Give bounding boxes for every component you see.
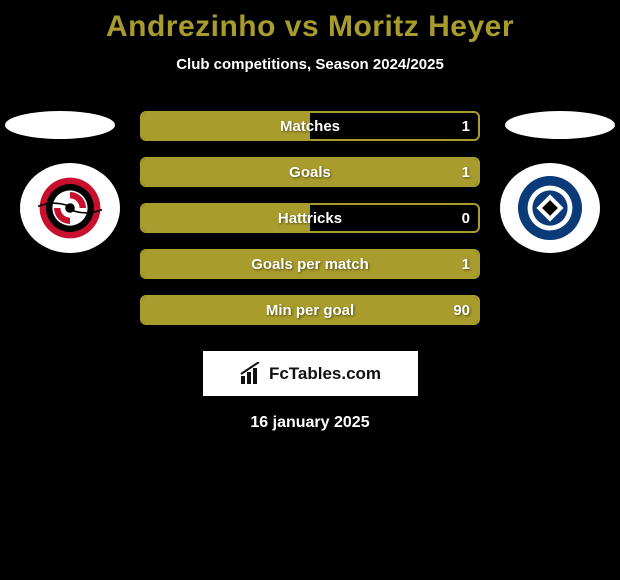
stat-row: Matches1	[140, 111, 480, 141]
player-right-ellipse	[505, 111, 615, 139]
date-label: 16 january 2025	[0, 414, 620, 432]
stat-label: Goals per match	[142, 256, 478, 273]
stat-label: Matches	[142, 118, 478, 135]
stat-label: Min per goal	[142, 302, 478, 319]
hurricane-icon	[30, 168, 110, 248]
stat-label: Hattricks	[142, 210, 478, 227]
stat-label: Goals	[142, 164, 478, 181]
comparison-card: Andrezinho vs Moritz Heyer Club competit…	[0, 0, 620, 432]
player-left-badge	[20, 163, 120, 253]
chart-icon	[239, 362, 263, 386]
content-area: Matches1Goals1Hattricks0Goals per match1…	[0, 111, 620, 432]
player-left-ellipse	[5, 111, 115, 139]
hsv-icon	[510, 168, 590, 248]
stat-value: 1	[462, 256, 470, 273]
stat-row: Min per goal90	[140, 295, 480, 325]
stats-list: Matches1Goals1Hattricks0Goals per match1…	[140, 111, 480, 325]
stat-row: Goals per match1	[140, 249, 480, 279]
branding-box: FcTables.com	[203, 351, 418, 396]
stat-value: 1	[462, 118, 470, 135]
player-right-badge	[500, 163, 600, 253]
stat-value: 0	[462, 210, 470, 227]
subtitle: Club competitions, Season 2024/2025	[0, 56, 620, 73]
stat-value: 1	[462, 164, 470, 181]
stat-row: Goals1	[140, 157, 480, 187]
stat-value: 90	[453, 302, 470, 319]
stat-row: Hattricks0	[140, 203, 480, 233]
page-title: Andrezinho vs Moritz Heyer	[0, 0, 620, 44]
branding-text: FcTables.com	[269, 364, 381, 384]
